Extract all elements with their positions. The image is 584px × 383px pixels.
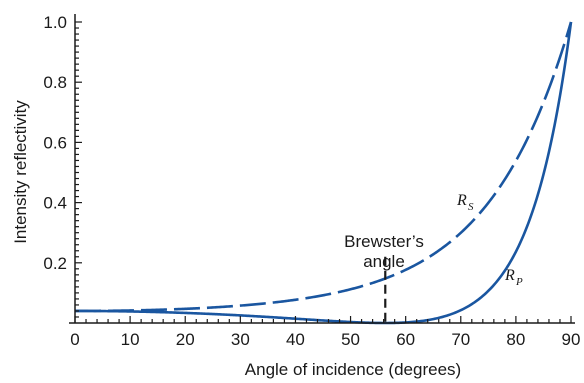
rp-label-sub: P <box>515 276 523 288</box>
x-tick-label: 0 <box>70 330 79 349</box>
x-tick-label: 60 <box>396 330 415 349</box>
rp-label-main: R <box>504 267 515 284</box>
rs-curve <box>75 21 573 313</box>
y-tick-label: 0.8 <box>43 73 67 92</box>
y-axis-title: Intensity reflectivity <box>11 100 30 244</box>
y-tick-label: 1.0 <box>43 13 67 32</box>
rs-series-label: R S <box>456 192 474 213</box>
y-axis: 0.2 0.4 0.6 0.8 1.0 <box>43 13 82 323</box>
rp-curve <box>75 21 573 325</box>
x-tick-label: 50 <box>341 330 360 349</box>
curves-layer <box>75 21 573 325</box>
rp-series-label: R P <box>504 267 523 288</box>
x-tick-label: 10 <box>121 330 140 349</box>
x-tick-label: 30 <box>231 330 250 349</box>
x-tick-label: 80 <box>506 330 525 349</box>
plot-area <box>75 21 573 325</box>
x-tick-label: 90 <box>562 330 581 349</box>
x-tick-label: 20 <box>176 330 195 349</box>
y-tick-group: 0.2 0.4 0.6 0.8 1.0 <box>43 13 82 318</box>
x-tick-label: 70 <box>451 330 470 349</box>
rs-label-main: R <box>456 192 467 209</box>
y-tick-label: 0.2 <box>43 254 67 273</box>
x-tick-group: 0 10 20 30 40 50 60 70 80 90 <box>70 316 580 349</box>
x-tick-label: 40 <box>286 330 305 349</box>
brewster-label-line1: Brewster’s <box>344 232 424 251</box>
x-axis-title: Angle of incidence (degrees) <box>245 360 461 379</box>
y-tick-label: 0.6 <box>43 133 67 152</box>
x-axis: 0 10 20 30 40 50 60 70 80 90 <box>69 316 580 349</box>
brewster-label-line2: angle <box>363 252 405 271</box>
rs-label-sub: S <box>468 201 474 213</box>
y-tick-label: 0.4 <box>43 194 67 213</box>
